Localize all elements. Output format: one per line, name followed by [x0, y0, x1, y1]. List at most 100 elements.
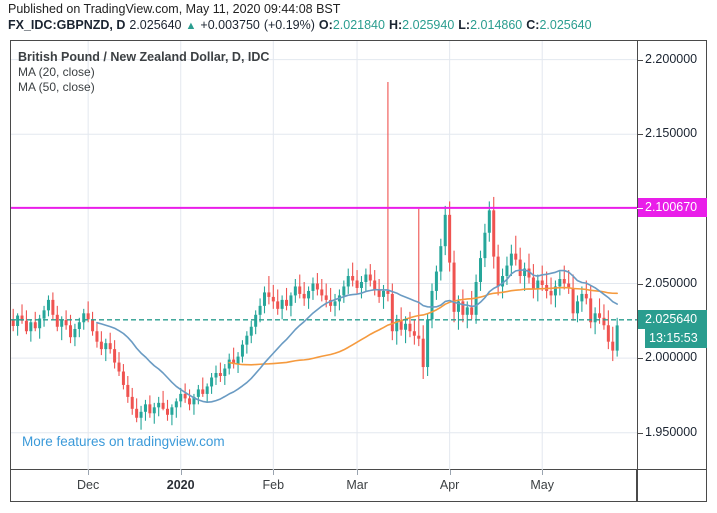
candle-body: [615, 325, 619, 351]
candle-body: [368, 274, 372, 281]
candle-body: [351, 276, 355, 281]
candle-body: [135, 408, 139, 418]
candle-body: [531, 277, 535, 290]
candle-body: [426, 319, 430, 368]
candle-body: [509, 253, 513, 266]
candlestick-plot[interactable]: [11, 41, 637, 470]
candle-body: [456, 301, 460, 312]
candle-body: [276, 301, 280, 309]
candle-body: [421, 338, 425, 368]
candle-body: [170, 407, 174, 415]
magenta-price-label[interactable]: 2.100670: [638, 198, 707, 218]
candle-body: [527, 268, 531, 278]
candle-body: [549, 290, 553, 296]
candle-body: [201, 389, 205, 394]
time-tick-mark: [542, 470, 544, 475]
candle-body: [210, 377, 214, 387]
candle-body: [346, 276, 350, 287]
candle-body: [46, 299, 50, 311]
candle-body: [562, 279, 566, 284]
candle-body: [355, 280, 359, 288]
candle-body: [452, 262, 456, 312]
candle-body: [412, 331, 416, 336]
candle-body: [254, 314, 258, 327]
candle-body: [60, 320, 64, 327]
candle-body: [192, 396, 196, 405]
candle-body: [470, 307, 474, 315]
candle-body: [382, 290, 386, 297]
candle-body: [152, 407, 156, 414]
candle-body: [496, 256, 500, 287]
candle-body: [487, 210, 491, 233]
candle-body: [64, 320, 68, 326]
candle-body: [55, 314, 59, 327]
candle-body: [16, 315, 20, 327]
candle-body: [315, 283, 319, 290]
candle-body: [430, 290, 434, 320]
current-price-label[interactable]: 2.025640: [638, 310, 707, 330]
high-value: 2.025940: [402, 18, 455, 32]
price-tick-mark: [637, 432, 643, 434]
candle-body: [553, 286, 557, 296]
candle-body: [329, 299, 333, 306]
candle-body: [289, 295, 293, 306]
close-label: C:: [526, 18, 540, 32]
candle-body: [38, 318, 42, 329]
candle-body: [108, 343, 112, 350]
time-axis-tick-label: May: [530, 478, 554, 492]
candle-body: [324, 295, 328, 300]
candle-body: [598, 313, 602, 318]
candle-body: [518, 259, 522, 277]
candle-body: [390, 293, 394, 332]
symbol-ticker[interactable]: FX_IDC:GBPNZD, D: [8, 18, 126, 32]
price-tick-mark: [637, 134, 643, 136]
candle-body: [580, 293, 584, 302]
candle-body: [245, 335, 249, 345]
candle-body: [214, 373, 218, 378]
time-axis-corner-box: [637, 470, 707, 502]
candle-body: [434, 271, 438, 291]
high-label: H:: [388, 18, 403, 32]
candle-body: [492, 210, 496, 257]
candle-body: [417, 335, 421, 339]
candle-body: [258, 305, 262, 315]
time-tick-mark: [449, 470, 451, 475]
time-axis-frame[interactable]: [10, 470, 637, 502]
candle-body: [69, 325, 73, 338]
candle-body: [29, 322, 33, 332]
candle-body: [399, 320, 403, 330]
candle-body: [104, 343, 108, 350]
time-axis-tick-label: Apr: [439, 478, 460, 492]
time-tick-mark: [180, 470, 182, 475]
candle-body: [86, 313, 90, 320]
tradingview-promo-link[interactable]: More features on tradingview.com: [22, 434, 225, 449]
candle-body: [285, 299, 289, 306]
price-axis-frame[interactable]: [637, 40, 707, 470]
last-price: 2.025640: [129, 18, 182, 32]
candle-body: [249, 326, 253, 336]
candle-body: [271, 296, 275, 302]
magenta-price-value: 2.100670: [645, 200, 698, 215]
candle-body: [593, 313, 597, 323]
price-tick-mark: [637, 358, 643, 360]
candle-body: [95, 331, 99, 342]
candle-body: [536, 280, 540, 290]
price-axis-tick-label: 2.050000: [645, 275, 698, 290]
ma20-line: [96, 269, 618, 403]
price-axis-tick-label: 2.000000: [645, 350, 698, 365]
candle-body: [174, 401, 178, 408]
candle-body: [307, 290, 311, 299]
candle-body: [113, 349, 117, 363]
candle-body: [479, 258, 482, 282]
candle-body: [51, 299, 55, 315]
time-axis-tick-label: 2020: [166, 478, 195, 492]
candle-body: [139, 411, 143, 418]
candle-body: [443, 214, 447, 247]
candle-body: [227, 359, 231, 369]
candle-body: [448, 214, 452, 263]
candle-body: [386, 290, 390, 294]
candle-body: [42, 310, 46, 319]
candle-body: [611, 341, 615, 351]
price-axis-tick-label: 1.950000: [645, 424, 698, 439]
